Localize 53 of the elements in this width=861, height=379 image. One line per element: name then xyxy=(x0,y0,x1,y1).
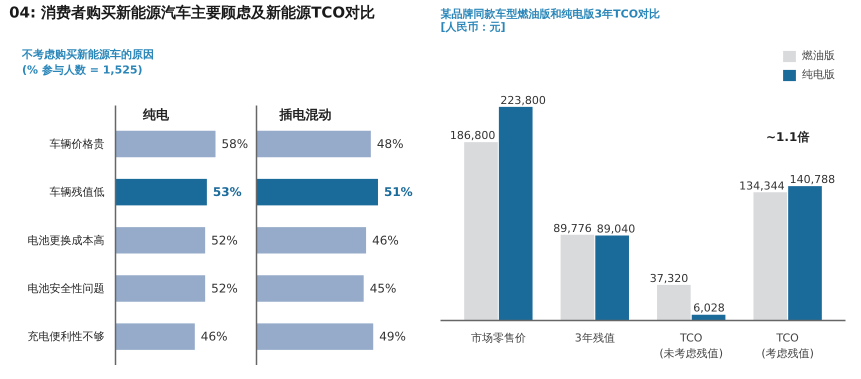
data-label: 6,028 xyxy=(693,302,725,315)
data-label: 51% xyxy=(384,185,413,200)
y-tick-label: 车辆残值低 xyxy=(50,186,104,199)
data-label: 53% xyxy=(212,185,242,200)
bar xyxy=(464,142,498,320)
bar xyxy=(116,275,206,302)
chart-title: 插电混动 xyxy=(278,108,332,123)
data-label: 134,344 xyxy=(739,179,785,192)
data-label: 186,800 xyxy=(450,129,496,142)
bar xyxy=(256,227,366,254)
data-label: 223,800 xyxy=(500,94,546,107)
bar xyxy=(116,130,216,158)
legend-label: 燃油版 xyxy=(802,48,835,63)
text: 04: 消费者购买新能源汽车主要顾虑及新能源TCO对比 xyxy=(9,4,376,22)
bar xyxy=(116,323,195,350)
data-label: 89,040 xyxy=(596,222,636,236)
data-label: 52% xyxy=(211,281,238,296)
bar xyxy=(256,178,378,206)
chart-title: 某品牌同款车型燃油版和纯电版3年TCO对比 [人民币：元] xyxy=(440,8,660,34)
data-label: 58% xyxy=(222,137,248,152)
data-label: 140,788 xyxy=(790,173,836,186)
legend-label: 纯电版 xyxy=(802,67,835,82)
text: 不考虑购买新能源车的原因 (% 参与人数 = 1,525) xyxy=(21,48,154,76)
x-tick-label: TCO (未考虑残值) xyxy=(659,332,724,360)
y-tick-label: 车辆价格贵 xyxy=(50,138,104,151)
bar xyxy=(753,192,788,320)
data-label: 52% xyxy=(211,233,238,248)
data-label: 46% xyxy=(200,330,228,344)
bar xyxy=(560,234,594,320)
y-tick-label: 电池安全性问题 xyxy=(28,282,104,295)
bar xyxy=(657,284,691,320)
bar xyxy=(692,314,726,320)
data-label: 45% xyxy=(370,281,396,296)
bar xyxy=(256,130,371,158)
bar xyxy=(116,227,206,254)
y-tick-label: 电池更换成本高 xyxy=(28,234,104,247)
annotation: ~1.1倍 xyxy=(766,130,810,144)
data-label: 48% xyxy=(376,137,404,152)
data-label: 46% xyxy=(372,233,399,248)
x-tick-label: 3年残值 xyxy=(574,332,615,344)
data-label: 49% xyxy=(379,330,406,344)
bar xyxy=(256,275,364,302)
bar xyxy=(498,106,533,320)
data-label: 37,320 xyxy=(650,272,688,285)
chart-title: 纯电 xyxy=(142,108,170,123)
bar xyxy=(595,236,629,320)
x-tick-label: 市场零售价 xyxy=(470,332,526,344)
x-tick-label: TCO (考虑残值) xyxy=(761,332,814,360)
data-label: 89,776 xyxy=(553,222,592,235)
bar xyxy=(256,323,374,350)
bar xyxy=(788,186,822,320)
bar xyxy=(116,178,207,206)
y-tick-label: 充电便利性不够 xyxy=(28,330,104,344)
